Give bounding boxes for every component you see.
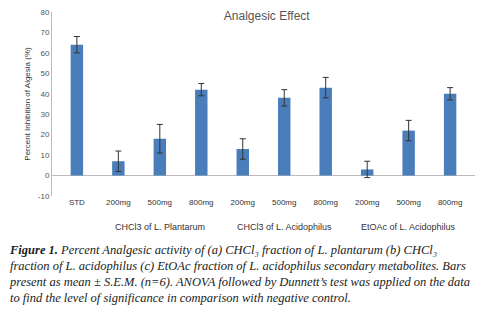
svg-text:40: 40 [40, 90, 49, 99]
svg-text:500mg: 500mg [148, 198, 172, 207]
svg-text:70: 70 [40, 28, 49, 37]
svg-text:80: 80 [40, 8, 49, 17]
svg-text:800mg: 800mg [438, 198, 462, 207]
svg-text:10: 10 [40, 151, 49, 160]
svg-text:EtOAc of L. Acidophilus: EtOAc of L. Acidophilus [361, 222, 456, 232]
html-text:Figure 1. Percent Analgesic ac: Figure 1. Percent Analgesic activity of … [10, 243, 470, 305]
svg-text:30: 30 [40, 110, 49, 119]
svg-text:STD: STD [69, 198, 85, 207]
svg-text:200mg: 200mg [231, 198, 255, 207]
svg-text:200mg: 200mg [355, 198, 379, 207]
svg-text:Percent Inhibition of Algesia: Percent Inhibition of Algesia (%) [23, 47, 32, 161]
svg-text:500mg: 500mg [396, 198, 420, 207]
svg-text:-10: -10 [38, 192, 50, 201]
svg-text:CHCl3 of L. Acidophilus: CHCl3 of L. Acidophilus [237, 222, 332, 232]
svg-text:800mg: 800mg [313, 198, 337, 207]
svg-text:60: 60 [40, 49, 49, 58]
svg-text:20: 20 [40, 130, 49, 139]
svg-text:50: 50 [40, 69, 49, 78]
svg-text:0: 0 [45, 171, 50, 180]
svg-text:200mg: 200mg [106, 198, 130, 207]
svg-text:800mg: 800mg [189, 198, 213, 207]
svg-text:Analgesic Effect: Analgesic Effect [224, 9, 310, 23]
svg-text:CHCl3 of L. Plantarum: CHCl3 of L. Plantarum [115, 222, 205, 232]
svg-text:500mg: 500mg [272, 198, 296, 207]
